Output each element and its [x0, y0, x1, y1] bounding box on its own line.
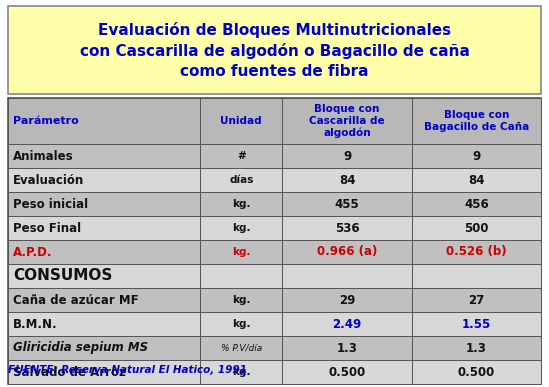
Bar	[8, 240, 200, 264]
Bar	[8, 336, 200, 360]
Bar	[412, 264, 541, 288]
Bar	[283, 192, 412, 216]
Text: kg.: kg.	[232, 223, 250, 233]
Text: 84: 84	[468, 173, 485, 187]
Text: 2.49: 2.49	[333, 317, 362, 330]
Text: Salvado de Arroz: Salvado de Arroz	[13, 365, 126, 378]
Bar	[8, 98, 541, 384]
Text: 9: 9	[472, 149, 480, 163]
Text: Parámetro: Parámetro	[13, 116, 79, 126]
Bar	[283, 240, 412, 264]
Text: 1.55: 1.55	[462, 317, 491, 330]
Text: kg.: kg.	[232, 247, 250, 257]
Text: 29: 29	[339, 293, 355, 307]
Text: 27: 27	[468, 293, 485, 307]
Text: Gliricidia sepium MS: Gliricidia sepium MS	[13, 341, 148, 354]
Text: 455: 455	[335, 197, 360, 211]
Text: Evaluación: Evaluación	[13, 173, 84, 187]
Bar	[283, 264, 412, 288]
Text: kg.: kg.	[232, 367, 250, 377]
Bar	[200, 336, 283, 360]
Bar	[412, 192, 541, 216]
Text: Peso inicial: Peso inicial	[13, 197, 88, 211]
Bar	[412, 240, 541, 264]
Bar	[412, 288, 541, 312]
Bar	[8, 312, 200, 336]
Text: Peso Final: Peso Final	[13, 221, 81, 235]
Text: días: días	[229, 175, 254, 185]
Bar	[8, 192, 200, 216]
Text: FUENTE: Reserva Natural El Hatico, 1991: FUENTE: Reserva Natural El Hatico, 1991	[8, 365, 247, 375]
Text: % P.V/día: % P.V/día	[221, 344, 262, 353]
Text: Unidad: Unidad	[220, 116, 262, 126]
Bar	[8, 360, 200, 384]
Text: Animales: Animales	[13, 149, 74, 163]
Bar	[200, 240, 283, 264]
Text: 9: 9	[343, 149, 351, 163]
Bar	[283, 312, 412, 336]
Bar	[412, 360, 541, 384]
Bar	[200, 192, 283, 216]
Text: 0.526 (b): 0.526 (b)	[446, 245, 507, 259]
Text: CONSUMOS: CONSUMOS	[13, 269, 113, 284]
Bar	[283, 288, 412, 312]
Bar	[200, 264, 283, 288]
Bar	[283, 360, 412, 384]
Text: 536: 536	[335, 221, 360, 235]
Text: Bloque con
Cascarilla de
algodón: Bloque con Cascarilla de algodón	[309, 104, 385, 138]
Text: B.M.N.: B.M.N.	[13, 317, 58, 330]
Text: 500: 500	[464, 221, 489, 235]
Bar	[283, 144, 412, 168]
Bar	[200, 312, 283, 336]
Bar	[200, 144, 283, 168]
Text: 0.500: 0.500	[328, 365, 366, 378]
Text: Evaluación de Bloques Multinutricionales
con Cascarilla de algodón o Bagacillo d: Evaluación de Bloques Multinutricionales…	[80, 22, 469, 79]
Bar	[412, 98, 541, 144]
Text: 1.3: 1.3	[466, 341, 487, 354]
Bar	[8, 216, 200, 240]
Bar	[412, 312, 541, 336]
Text: kg.: kg.	[232, 319, 250, 329]
Bar	[412, 336, 541, 360]
Bar	[200, 360, 283, 384]
Bar	[412, 216, 541, 240]
Bar	[8, 288, 200, 312]
Text: 0.966 (a): 0.966 (a)	[317, 245, 377, 259]
Text: kg.: kg.	[232, 295, 250, 305]
Bar	[200, 288, 283, 312]
Bar	[283, 98, 412, 144]
Bar	[8, 6, 541, 94]
Bar	[8, 98, 200, 144]
Text: 456: 456	[464, 197, 489, 211]
Bar	[200, 98, 283, 144]
Bar	[283, 168, 412, 192]
Text: #: #	[237, 151, 245, 161]
Bar	[8, 168, 200, 192]
Bar	[283, 216, 412, 240]
Bar	[200, 168, 283, 192]
Bar	[412, 168, 541, 192]
Text: Caña de azúcar MF: Caña de azúcar MF	[13, 293, 139, 307]
Bar	[412, 144, 541, 168]
Bar	[200, 216, 283, 240]
Bar	[283, 336, 412, 360]
Text: 1.3: 1.3	[337, 341, 357, 354]
Text: A.P.D.: A.P.D.	[13, 245, 53, 259]
Text: 0.500: 0.500	[458, 365, 495, 378]
Text: Bloque con
Bagacillo de Caña: Bloque con Bagacillo de Caña	[424, 110, 529, 132]
Text: kg.: kg.	[232, 199, 250, 209]
Bar	[8, 144, 200, 168]
Bar	[8, 264, 200, 288]
Text: 84: 84	[339, 173, 355, 187]
